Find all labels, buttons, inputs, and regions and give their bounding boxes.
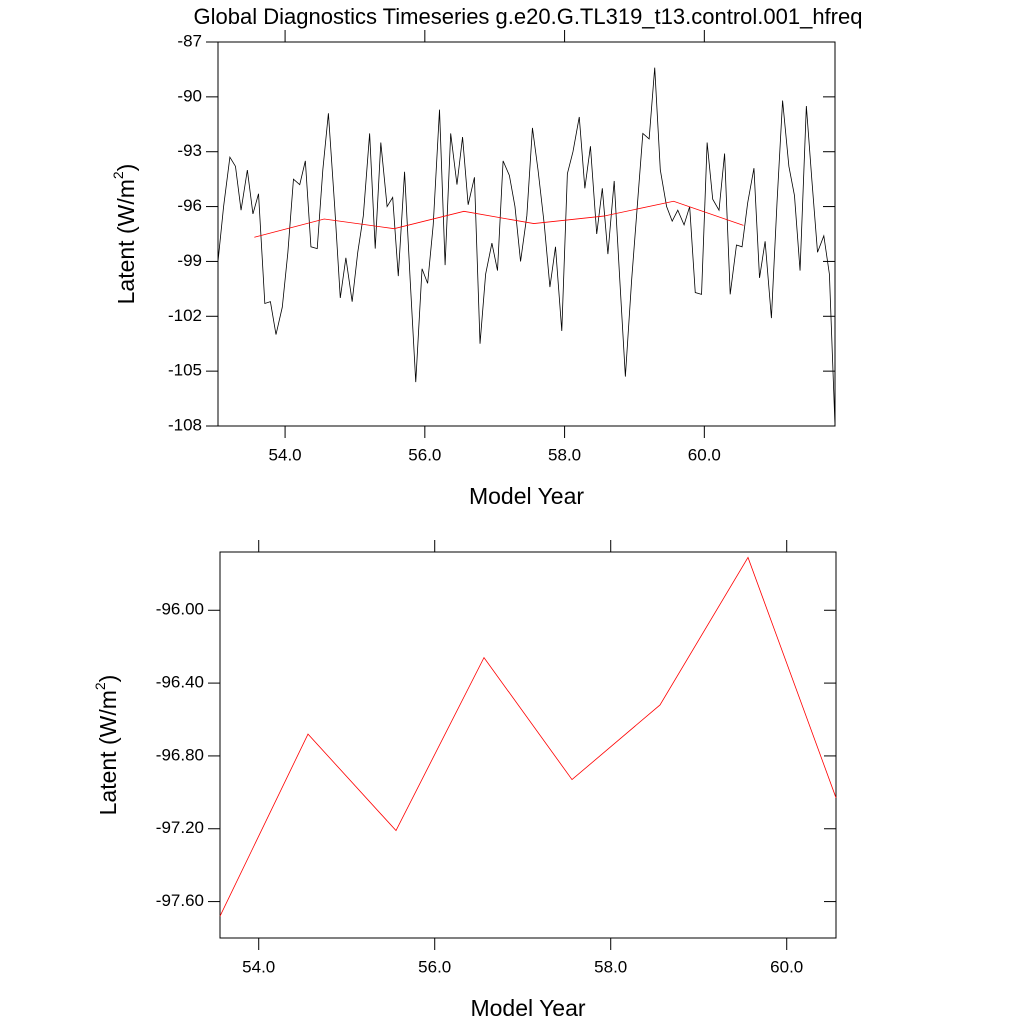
y-tick-label: -96.80 <box>156 745 204 764</box>
x-axis-label: Model Year <box>470 995 585 1021</box>
x-tick-label: 56.0 <box>408 445 441 464</box>
x-tick-label: 58.0 <box>548 445 581 464</box>
y-tick-label: -87 <box>177 31 202 50</box>
y-axis-label: Latent (W/m2) <box>92 675 121 816</box>
series-line <box>219 556 837 917</box>
y-tick-label: -97.60 <box>156 891 204 910</box>
x-tick-label: 54.0 <box>269 445 302 464</box>
y-axis-label-part: ) <box>113 164 139 172</box>
y-tick-label: -96 <box>177 196 202 215</box>
y-axis-label-part: ) <box>95 675 121 683</box>
y-axis-label-part: Latent (W/m <box>113 179 139 304</box>
y-tick-label: -97.20 <box>156 818 204 837</box>
y-tick-label: -99 <box>177 251 202 270</box>
x-axis-label: Model Year <box>469 483 584 509</box>
x-tick-label: 54.0 <box>242 957 275 976</box>
y-axis-label: Latent (W/m2) <box>110 164 139 305</box>
series-line <box>254 200 744 238</box>
y-tick-label: -105 <box>168 361 202 380</box>
y-axis-label-part: 2 <box>110 171 126 179</box>
plot-frame <box>219 551 837 939</box>
y-tick-label: -108 <box>168 415 202 434</box>
y-tick-label: -90 <box>177 86 202 105</box>
plot-frame <box>217 41 836 427</box>
x-tick-label: 60.0 <box>770 957 803 976</box>
series-line <box>217 67 836 427</box>
y-tick-label: -96.00 <box>156 600 204 619</box>
chart-title: Global Diagnostics Timeseries g.e20.G.TL… <box>194 4 863 29</box>
y-tick-label: -102 <box>168 306 202 325</box>
y-tick-label: -96.40 <box>156 673 204 692</box>
x-tick-label: 60.0 <box>688 445 721 464</box>
y-axis-label-part: Latent (W/m <box>95 690 121 815</box>
y-axis-label-part: 2 <box>92 682 108 690</box>
x-tick-label: 58.0 <box>594 957 627 976</box>
y-tick-label: -93 <box>177 141 202 160</box>
x-tick-label: 56.0 <box>418 957 451 976</box>
